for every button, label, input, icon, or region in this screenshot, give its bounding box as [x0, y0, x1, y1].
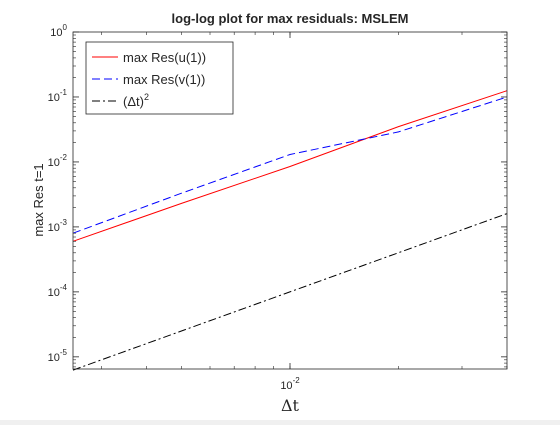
y-axis-label: max Res t=1	[31, 163, 46, 236]
legend-label-1: max Res(u(1))	[123, 50, 206, 65]
series-line-1	[72, 90, 508, 242]
chart-title: log-log plot for max residuals: MSLEM	[172, 11, 409, 26]
series-layer	[72, 90, 508, 371]
y-tick-label: 10-4	[48, 283, 68, 299]
legend-label-3: (Δt)2	[123, 92, 149, 109]
y-tick-label: 100	[50, 23, 67, 39]
x-tick-label: 10-2	[280, 376, 300, 392]
y-tick-label: 10-2	[48, 153, 68, 169]
legend-label-2: max Res(v(1))	[123, 72, 205, 87]
series-line-3	[72, 213, 508, 371]
legend-box	[85, 41, 234, 115]
plot-frame	[72, 31, 508, 370]
series-line-2	[72, 96, 508, 234]
y-tick-label: 10-3	[48, 218, 68, 234]
legend: max Res(u(1)) max Res(v(1)) (Δt)2	[85, 41, 234, 115]
x-axis-label: Δt	[281, 396, 300, 415]
y-tick-label: 10-1	[48, 88, 68, 104]
tick-layer: 10-5 10-4 10-3 10-2 10-1 100 10-2	[48, 23, 508, 392]
y-tick-label: 10-5	[48, 348, 68, 364]
